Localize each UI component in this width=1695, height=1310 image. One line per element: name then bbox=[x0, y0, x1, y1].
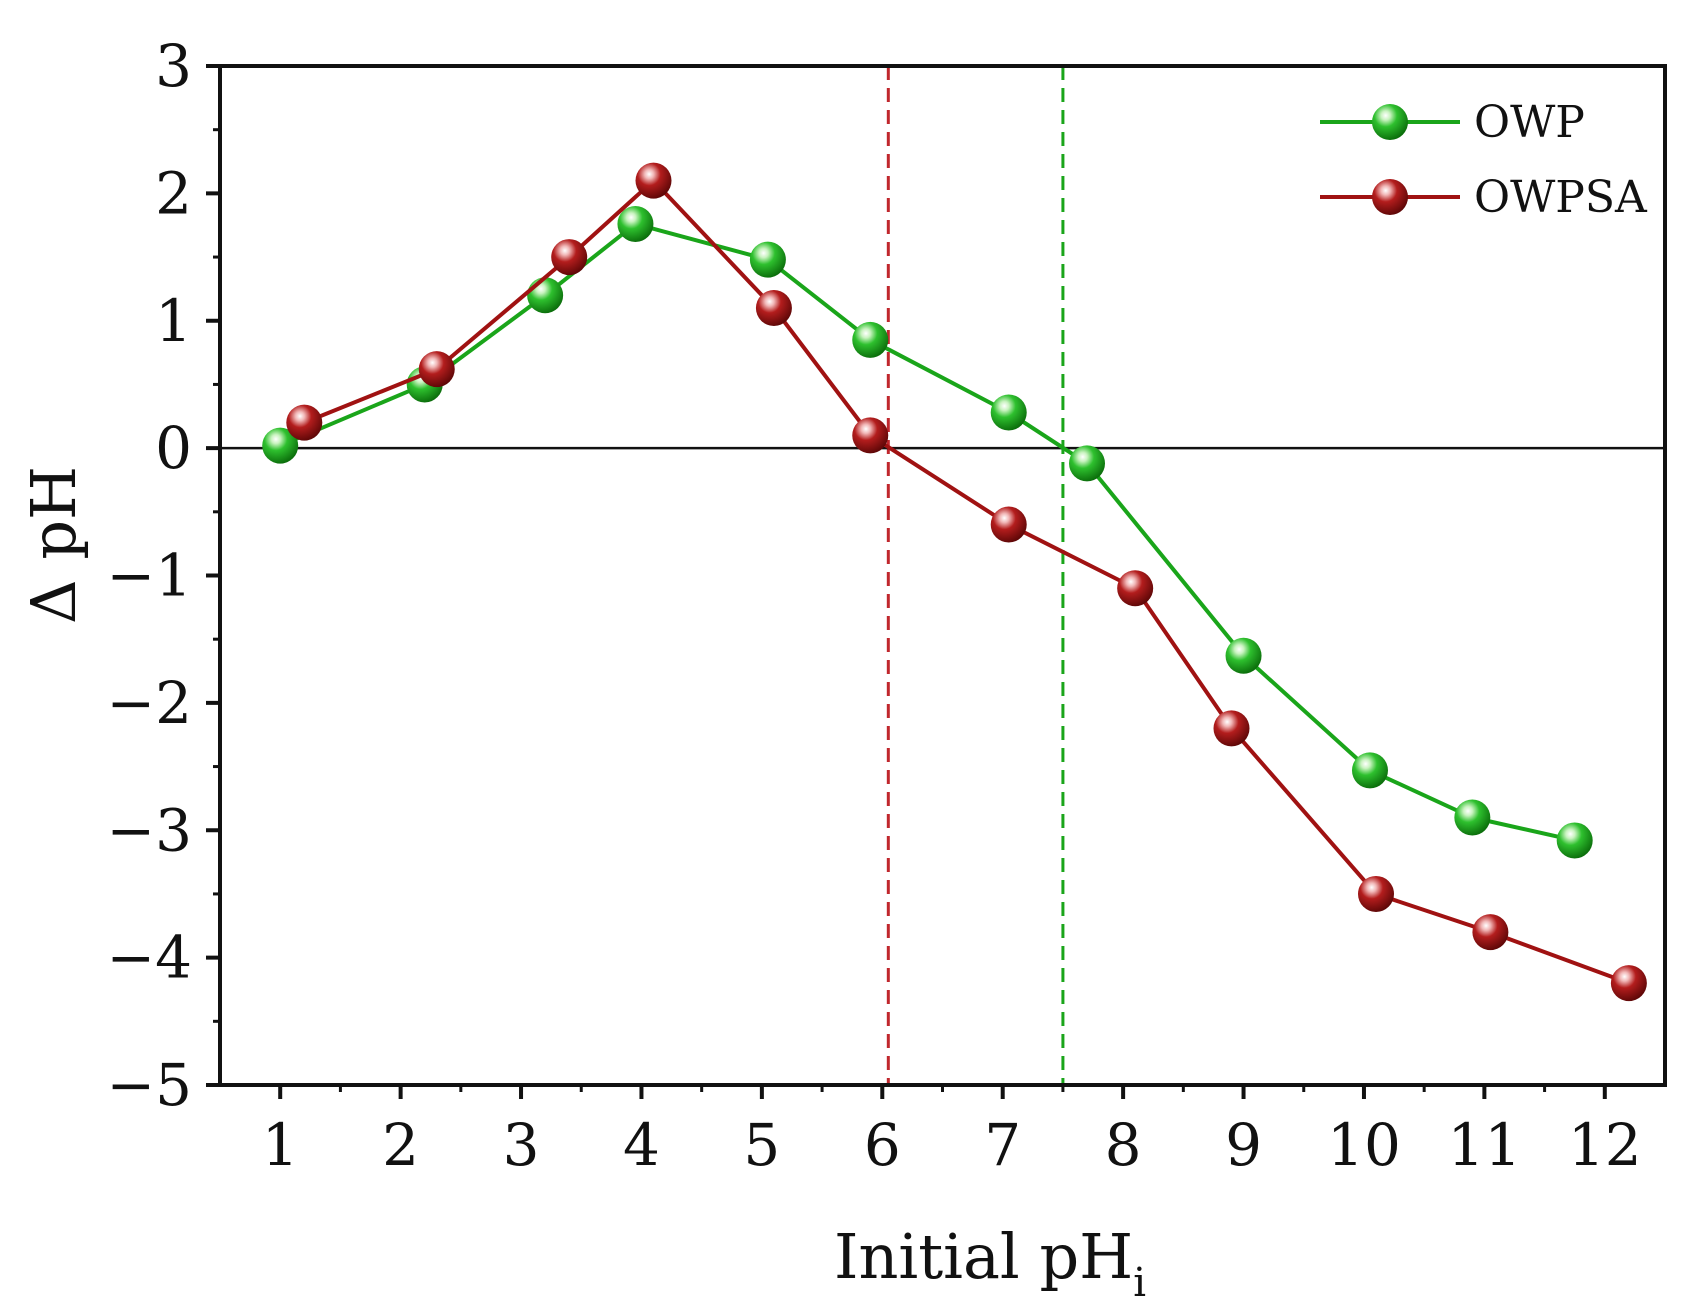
y-tick-label: 3 bbox=[155, 32, 192, 100]
data-point-owpsa bbox=[286, 404, 323, 441]
x-tick-label: 10 bbox=[1327, 1111, 1401, 1179]
series-line-owp bbox=[279, 221, 1576, 843]
data-point-owp bbox=[1225, 637, 1262, 674]
y-axis-title: Δ pH bbox=[17, 466, 90, 624]
x-tick-label: 7 bbox=[984, 1111, 1021, 1179]
x-tick-label: 11 bbox=[1447, 1111, 1521, 1179]
data-point-owp bbox=[990, 394, 1027, 431]
legend-marker-owpsa bbox=[1372, 179, 1408, 215]
data-point-owpsa bbox=[1117, 570, 1154, 607]
y-tick-label: −5 bbox=[107, 1051, 193, 1119]
x-tick-label: 2 bbox=[382, 1111, 419, 1179]
series-line-owpsa bbox=[303, 178, 1630, 985]
reference-lines bbox=[886, 66, 1065, 1085]
y-tick-label: −3 bbox=[107, 796, 193, 864]
series-owpsa bbox=[286, 162, 1647, 1002]
x-tick-label: 8 bbox=[1105, 1111, 1142, 1179]
data-point-owpsa bbox=[852, 417, 889, 454]
data-point-owpsa bbox=[1213, 710, 1250, 747]
data-point-owp bbox=[1556, 822, 1593, 859]
data-point-owpsa bbox=[990, 506, 1027, 543]
legend-label-owpsa: OWPSA bbox=[1474, 172, 1648, 223]
x-tick-label: 12 bbox=[1568, 1111, 1642, 1179]
y-tick-label: −2 bbox=[107, 669, 193, 737]
data-point-owp bbox=[617, 205, 654, 242]
y-tick-label: 2 bbox=[155, 159, 192, 227]
data-point-owp bbox=[527, 277, 564, 314]
y-tick-label: 1 bbox=[155, 287, 192, 355]
y-axis: 3 2 1 0 −1 −2 −3 −4 −5 bbox=[107, 32, 220, 1119]
data-point-owp bbox=[1351, 752, 1388, 789]
x-tick-label: 9 bbox=[1225, 1111, 1262, 1179]
series-layer bbox=[262, 162, 1647, 1002]
x-axis-title: Initial pHi bbox=[834, 1220, 1146, 1306]
data-point-owpsa bbox=[755, 290, 792, 327]
plot-frame bbox=[218, 64, 1667, 1087]
x-tick-label: 4 bbox=[623, 1111, 660, 1179]
x-axis: 1 2 3 4 5 6 7 8 9 10 11 12 bbox=[262, 1085, 1642, 1179]
data-point-owp bbox=[262, 427, 299, 464]
y-tick-label: −4 bbox=[107, 924, 193, 992]
data-point-owpsa bbox=[1472, 914, 1509, 951]
data-point-owp bbox=[749, 241, 786, 278]
y-tick-label: −1 bbox=[107, 542, 193, 610]
x-tick-label: 3 bbox=[503, 1111, 540, 1179]
data-point-owpsa bbox=[418, 351, 455, 388]
data-point-owpsa bbox=[551, 239, 588, 276]
data-point-owp bbox=[1069, 445, 1105, 482]
series-owp bbox=[262, 205, 1593, 859]
x-tick-label: 1 bbox=[262, 1111, 299, 1179]
legend: OWP OWPSA bbox=[1320, 97, 1648, 223]
x-tick-label: 5 bbox=[743, 1111, 780, 1179]
data-point-owpsa bbox=[1610, 965, 1647, 1002]
x-tick-label: 6 bbox=[864, 1111, 901, 1179]
data-point-owp bbox=[1454, 799, 1491, 836]
legend-label-owp: OWP bbox=[1474, 97, 1585, 148]
data-point-owpsa bbox=[1358, 875, 1394, 912]
data-point-owpsa bbox=[635, 162, 672, 199]
legend-marker-owp bbox=[1372, 104, 1408, 140]
y-tick-label: 0 bbox=[155, 414, 192, 482]
data-point-owp bbox=[852, 321, 889, 358]
